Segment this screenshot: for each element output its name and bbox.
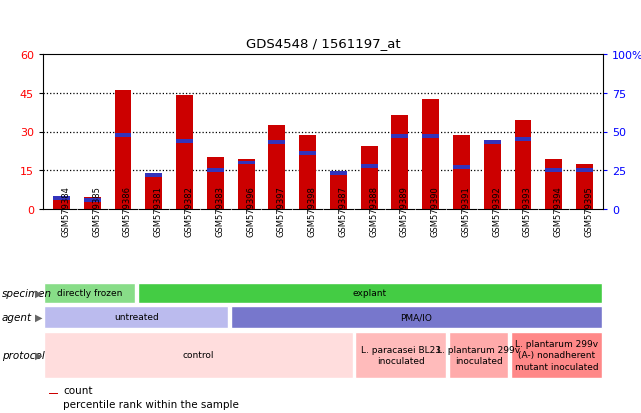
Bar xyxy=(146,175,162,209)
Bar xyxy=(330,172,347,176)
Text: GSM579386: GSM579386 xyxy=(123,186,132,237)
Text: GSM579389: GSM579389 xyxy=(400,186,409,237)
Bar xyxy=(361,164,378,168)
Text: GSM579385: GSM579385 xyxy=(92,186,101,237)
Bar xyxy=(49,406,58,407)
Text: GSM579391: GSM579391 xyxy=(462,186,470,237)
Text: GSM579394: GSM579394 xyxy=(554,186,563,237)
Bar xyxy=(84,198,101,209)
Text: ▶: ▶ xyxy=(35,350,42,360)
Bar xyxy=(453,166,470,170)
Text: GSM579395: GSM579395 xyxy=(585,186,594,237)
Text: GDS4548 / 1561197_at: GDS4548 / 1561197_at xyxy=(246,38,401,50)
Text: GSM579387: GSM579387 xyxy=(338,186,347,237)
Bar xyxy=(238,161,254,165)
FancyBboxPatch shape xyxy=(44,283,135,304)
Text: ▶: ▶ xyxy=(35,288,42,298)
Bar xyxy=(299,152,316,156)
Text: GSM579397: GSM579397 xyxy=(277,186,286,237)
FancyBboxPatch shape xyxy=(231,306,602,328)
Text: ▶: ▶ xyxy=(35,312,42,322)
Bar xyxy=(238,159,254,209)
Bar xyxy=(545,169,562,173)
Bar xyxy=(576,164,593,209)
FancyBboxPatch shape xyxy=(44,332,353,378)
Bar xyxy=(422,100,439,209)
Bar xyxy=(269,141,285,145)
Text: specimen: specimen xyxy=(2,288,52,298)
Text: PMA/IO: PMA/IO xyxy=(401,313,432,322)
Text: GSM579381: GSM579381 xyxy=(154,186,163,237)
Bar xyxy=(115,133,131,137)
Bar xyxy=(53,200,70,209)
Text: GSM579396: GSM579396 xyxy=(246,186,255,237)
Bar xyxy=(207,158,224,209)
Text: control: control xyxy=(183,351,214,360)
Text: GSM579390: GSM579390 xyxy=(431,186,440,237)
Bar xyxy=(361,146,378,209)
FancyBboxPatch shape xyxy=(511,332,602,378)
Bar xyxy=(330,172,347,209)
Bar xyxy=(484,141,501,209)
Text: L. paracasei BL23
inoculated: L. paracasei BL23 inoculated xyxy=(361,345,441,365)
Bar xyxy=(146,173,162,178)
Text: GSM579383: GSM579383 xyxy=(215,186,224,237)
Bar xyxy=(115,91,131,209)
Bar xyxy=(515,138,531,142)
Bar xyxy=(269,126,285,209)
Text: GSM579382: GSM579382 xyxy=(185,186,194,237)
Bar xyxy=(422,135,439,139)
Bar xyxy=(392,135,408,139)
Bar xyxy=(392,115,408,209)
Bar xyxy=(176,140,193,143)
FancyBboxPatch shape xyxy=(355,332,446,378)
Text: untreated: untreated xyxy=(114,313,159,322)
Bar xyxy=(545,159,562,209)
Bar xyxy=(49,393,58,394)
Bar xyxy=(299,136,316,209)
FancyBboxPatch shape xyxy=(138,283,602,304)
Text: GSM579392: GSM579392 xyxy=(492,186,501,237)
Text: directly frozen: directly frozen xyxy=(57,289,122,298)
Text: GSM579388: GSM579388 xyxy=(369,186,378,237)
Text: agent: agent xyxy=(2,312,32,322)
Text: L. plantarum 299v
inoculated: L. plantarum 299v inoculated xyxy=(437,345,520,365)
Text: GSM579398: GSM579398 xyxy=(308,186,317,237)
Bar xyxy=(53,197,70,201)
Text: explant: explant xyxy=(353,289,387,298)
Bar xyxy=(176,96,193,209)
Bar xyxy=(453,136,470,209)
Bar xyxy=(515,121,531,209)
Text: GSM579384: GSM579384 xyxy=(62,186,71,237)
Bar xyxy=(84,198,101,202)
Text: count: count xyxy=(63,385,93,395)
Bar xyxy=(484,141,501,145)
Text: GSM579393: GSM579393 xyxy=(523,186,532,237)
FancyBboxPatch shape xyxy=(44,306,228,328)
Bar xyxy=(576,169,593,173)
Text: L. plantarum 299v
(A-) nonadherent
mutant inoculated: L. plantarum 299v (A-) nonadherent mutan… xyxy=(515,339,598,371)
Text: protocol: protocol xyxy=(2,350,45,360)
FancyBboxPatch shape xyxy=(449,332,508,378)
Text: percentile rank within the sample: percentile rank within the sample xyxy=(63,399,239,409)
Bar xyxy=(207,169,224,173)
